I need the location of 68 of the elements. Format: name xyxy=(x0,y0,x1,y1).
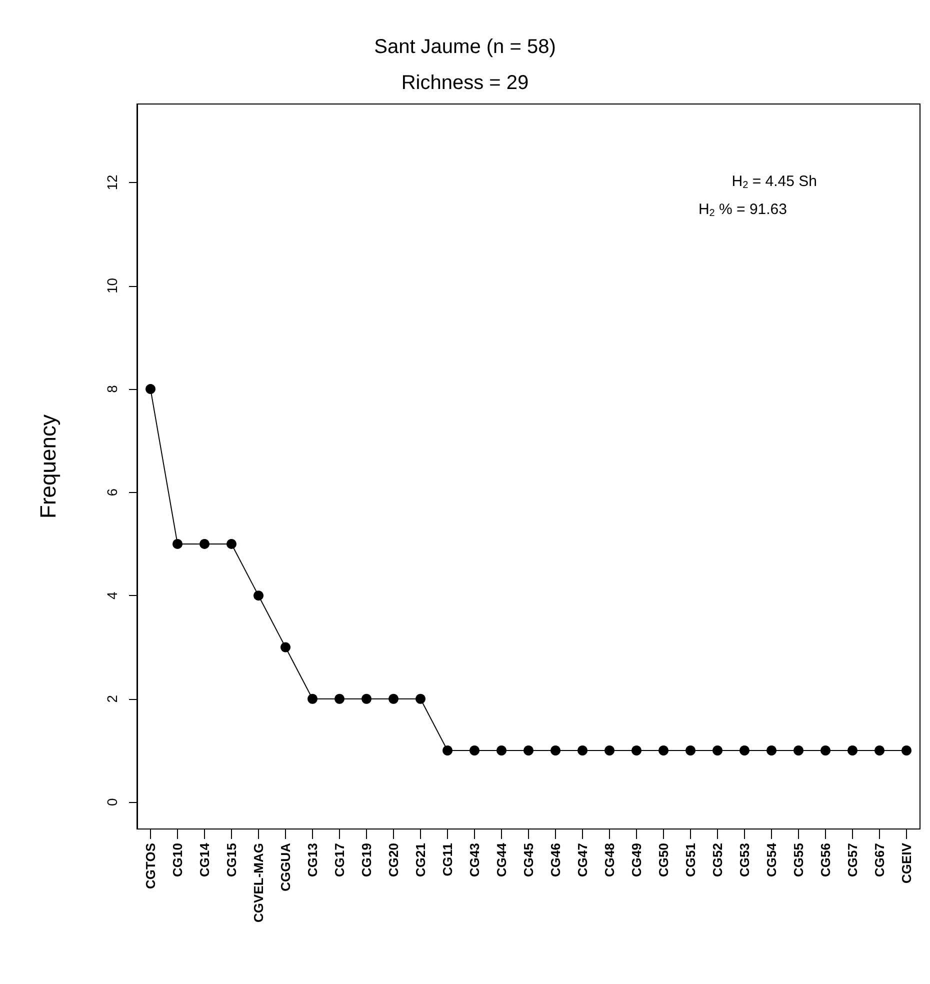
point xyxy=(740,746,750,756)
point xyxy=(712,746,722,756)
x-tick-label: CG21 xyxy=(413,843,428,877)
point xyxy=(686,746,696,756)
y-tick-label: 10 xyxy=(104,278,120,294)
point xyxy=(632,746,642,756)
point xyxy=(226,538,236,549)
x-tick-label: CG48 xyxy=(602,843,617,877)
x-tick-label: CG44 xyxy=(494,842,509,877)
point xyxy=(362,694,372,704)
point xyxy=(820,746,830,756)
point xyxy=(902,746,912,756)
point xyxy=(254,590,264,601)
point xyxy=(388,694,398,704)
point xyxy=(146,384,156,394)
point xyxy=(550,746,560,756)
x-tick-label: CG57 xyxy=(845,843,860,877)
x-tick-label: CG15 xyxy=(224,843,239,877)
point xyxy=(578,746,588,756)
y-tick-label: 4 xyxy=(104,591,120,600)
point xyxy=(496,746,506,756)
chart-title: Sant Jaume (n = 58) xyxy=(374,36,556,58)
x-tick-label: CG20 xyxy=(386,843,401,877)
x-tick-label: CG46 xyxy=(548,843,563,877)
point xyxy=(794,746,804,756)
x-tick-label: CG47 xyxy=(575,843,590,877)
point xyxy=(442,746,452,756)
point xyxy=(766,746,776,756)
point xyxy=(470,746,480,756)
x-tick-label: CG13 xyxy=(305,843,320,877)
x-tick-label: CG17 xyxy=(332,843,347,877)
x-tick-label: CG49 xyxy=(629,843,644,877)
y-tick-label: 0 xyxy=(104,798,120,806)
x-tick-label: CGEIV xyxy=(899,842,914,884)
point xyxy=(200,538,210,549)
x-tick-label: CG56 xyxy=(818,843,833,877)
y-axis-title: Frequency xyxy=(36,414,60,518)
point xyxy=(524,746,534,756)
point xyxy=(658,746,668,756)
point xyxy=(280,642,290,652)
y-tick-label: 8 xyxy=(104,384,120,393)
y-tick-label: 6 xyxy=(104,488,120,496)
y-tick-label: 2 xyxy=(104,694,120,703)
point xyxy=(604,746,614,756)
x-tick-label: CG67 xyxy=(872,843,887,877)
x-tick-label: CG54 xyxy=(764,842,779,877)
chart-subtitle: Richness = 29 xyxy=(401,72,529,94)
point xyxy=(848,746,858,756)
x-tick-label: CG10 xyxy=(170,843,185,877)
x-tick-label: CGTOS xyxy=(143,842,158,889)
x-tick-label: CG45 xyxy=(521,843,536,877)
x-tick-label: CG43 xyxy=(467,843,482,877)
x-tick-label: CG11 xyxy=(440,843,455,876)
x-tick-label: CG52 xyxy=(710,843,725,877)
x-tick-label: CG50 xyxy=(656,843,671,877)
point xyxy=(874,746,884,756)
point xyxy=(172,538,182,549)
x-tick-label: CG51 xyxy=(683,843,698,877)
x-tick-label: CGGUA xyxy=(278,842,293,892)
x-tick-label: CG53 xyxy=(737,843,752,877)
point xyxy=(416,694,426,704)
x-tick-label: CG19 xyxy=(359,843,374,877)
y-tick-label: 12 xyxy=(104,174,120,190)
point xyxy=(308,694,318,704)
x-tick-label: CGVEL-MAG xyxy=(251,843,266,922)
point xyxy=(334,694,344,704)
x-tick-label: CG55 xyxy=(791,843,806,877)
x-tick-label: CG14 xyxy=(197,842,212,877)
